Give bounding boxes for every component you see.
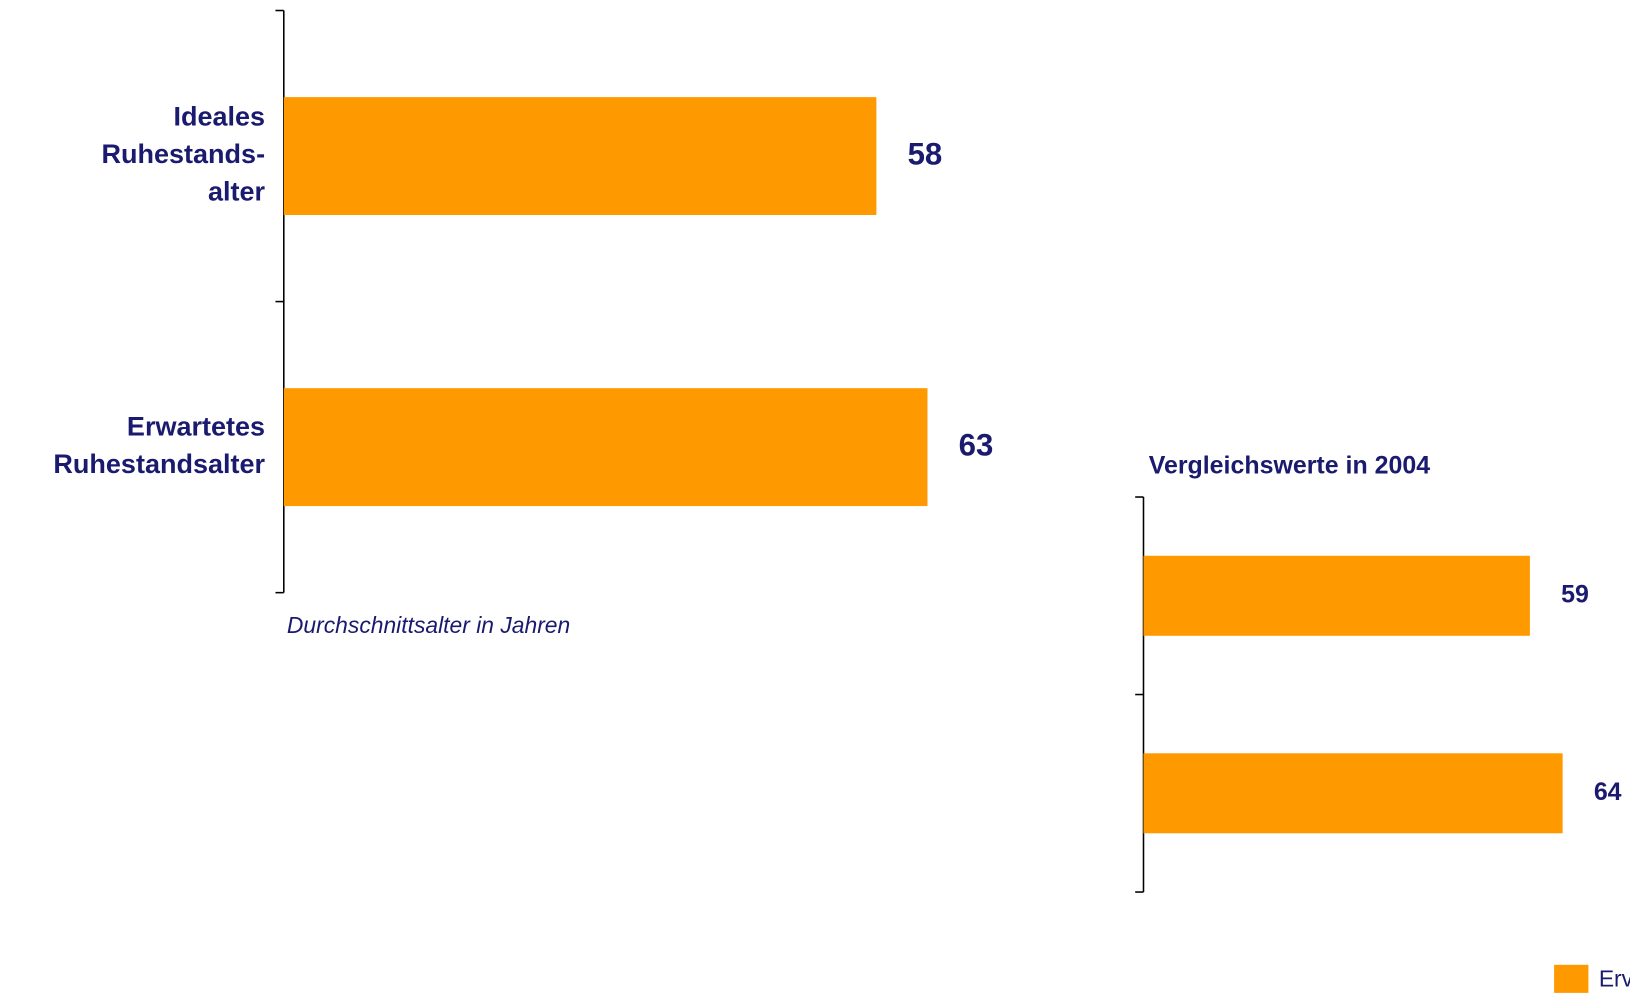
bar	[1143, 555, 1530, 636]
category-label: Ideales Ruhestands-alter	[101, 102, 265, 207]
value-label: 64	[1594, 778, 1622, 806]
value-label: 59	[1561, 580, 1589, 608]
value-label: 58	[908, 136, 943, 171]
chart-title: Vergleichswerte in 2004	[1149, 451, 1431, 479]
bar	[1143, 753, 1563, 834]
legend-label: Erv	[1599, 965, 1630, 991]
bar	[283, 97, 877, 215]
bar	[283, 388, 928, 507]
x-axis-label: Durchschnittsalter in Jahren	[287, 612, 570, 638]
legend-swatch	[1554, 964, 1589, 993]
value-label: 63	[959, 427, 994, 462]
category-label: Erwartetes Ruhestandsalter	[53, 412, 265, 479]
